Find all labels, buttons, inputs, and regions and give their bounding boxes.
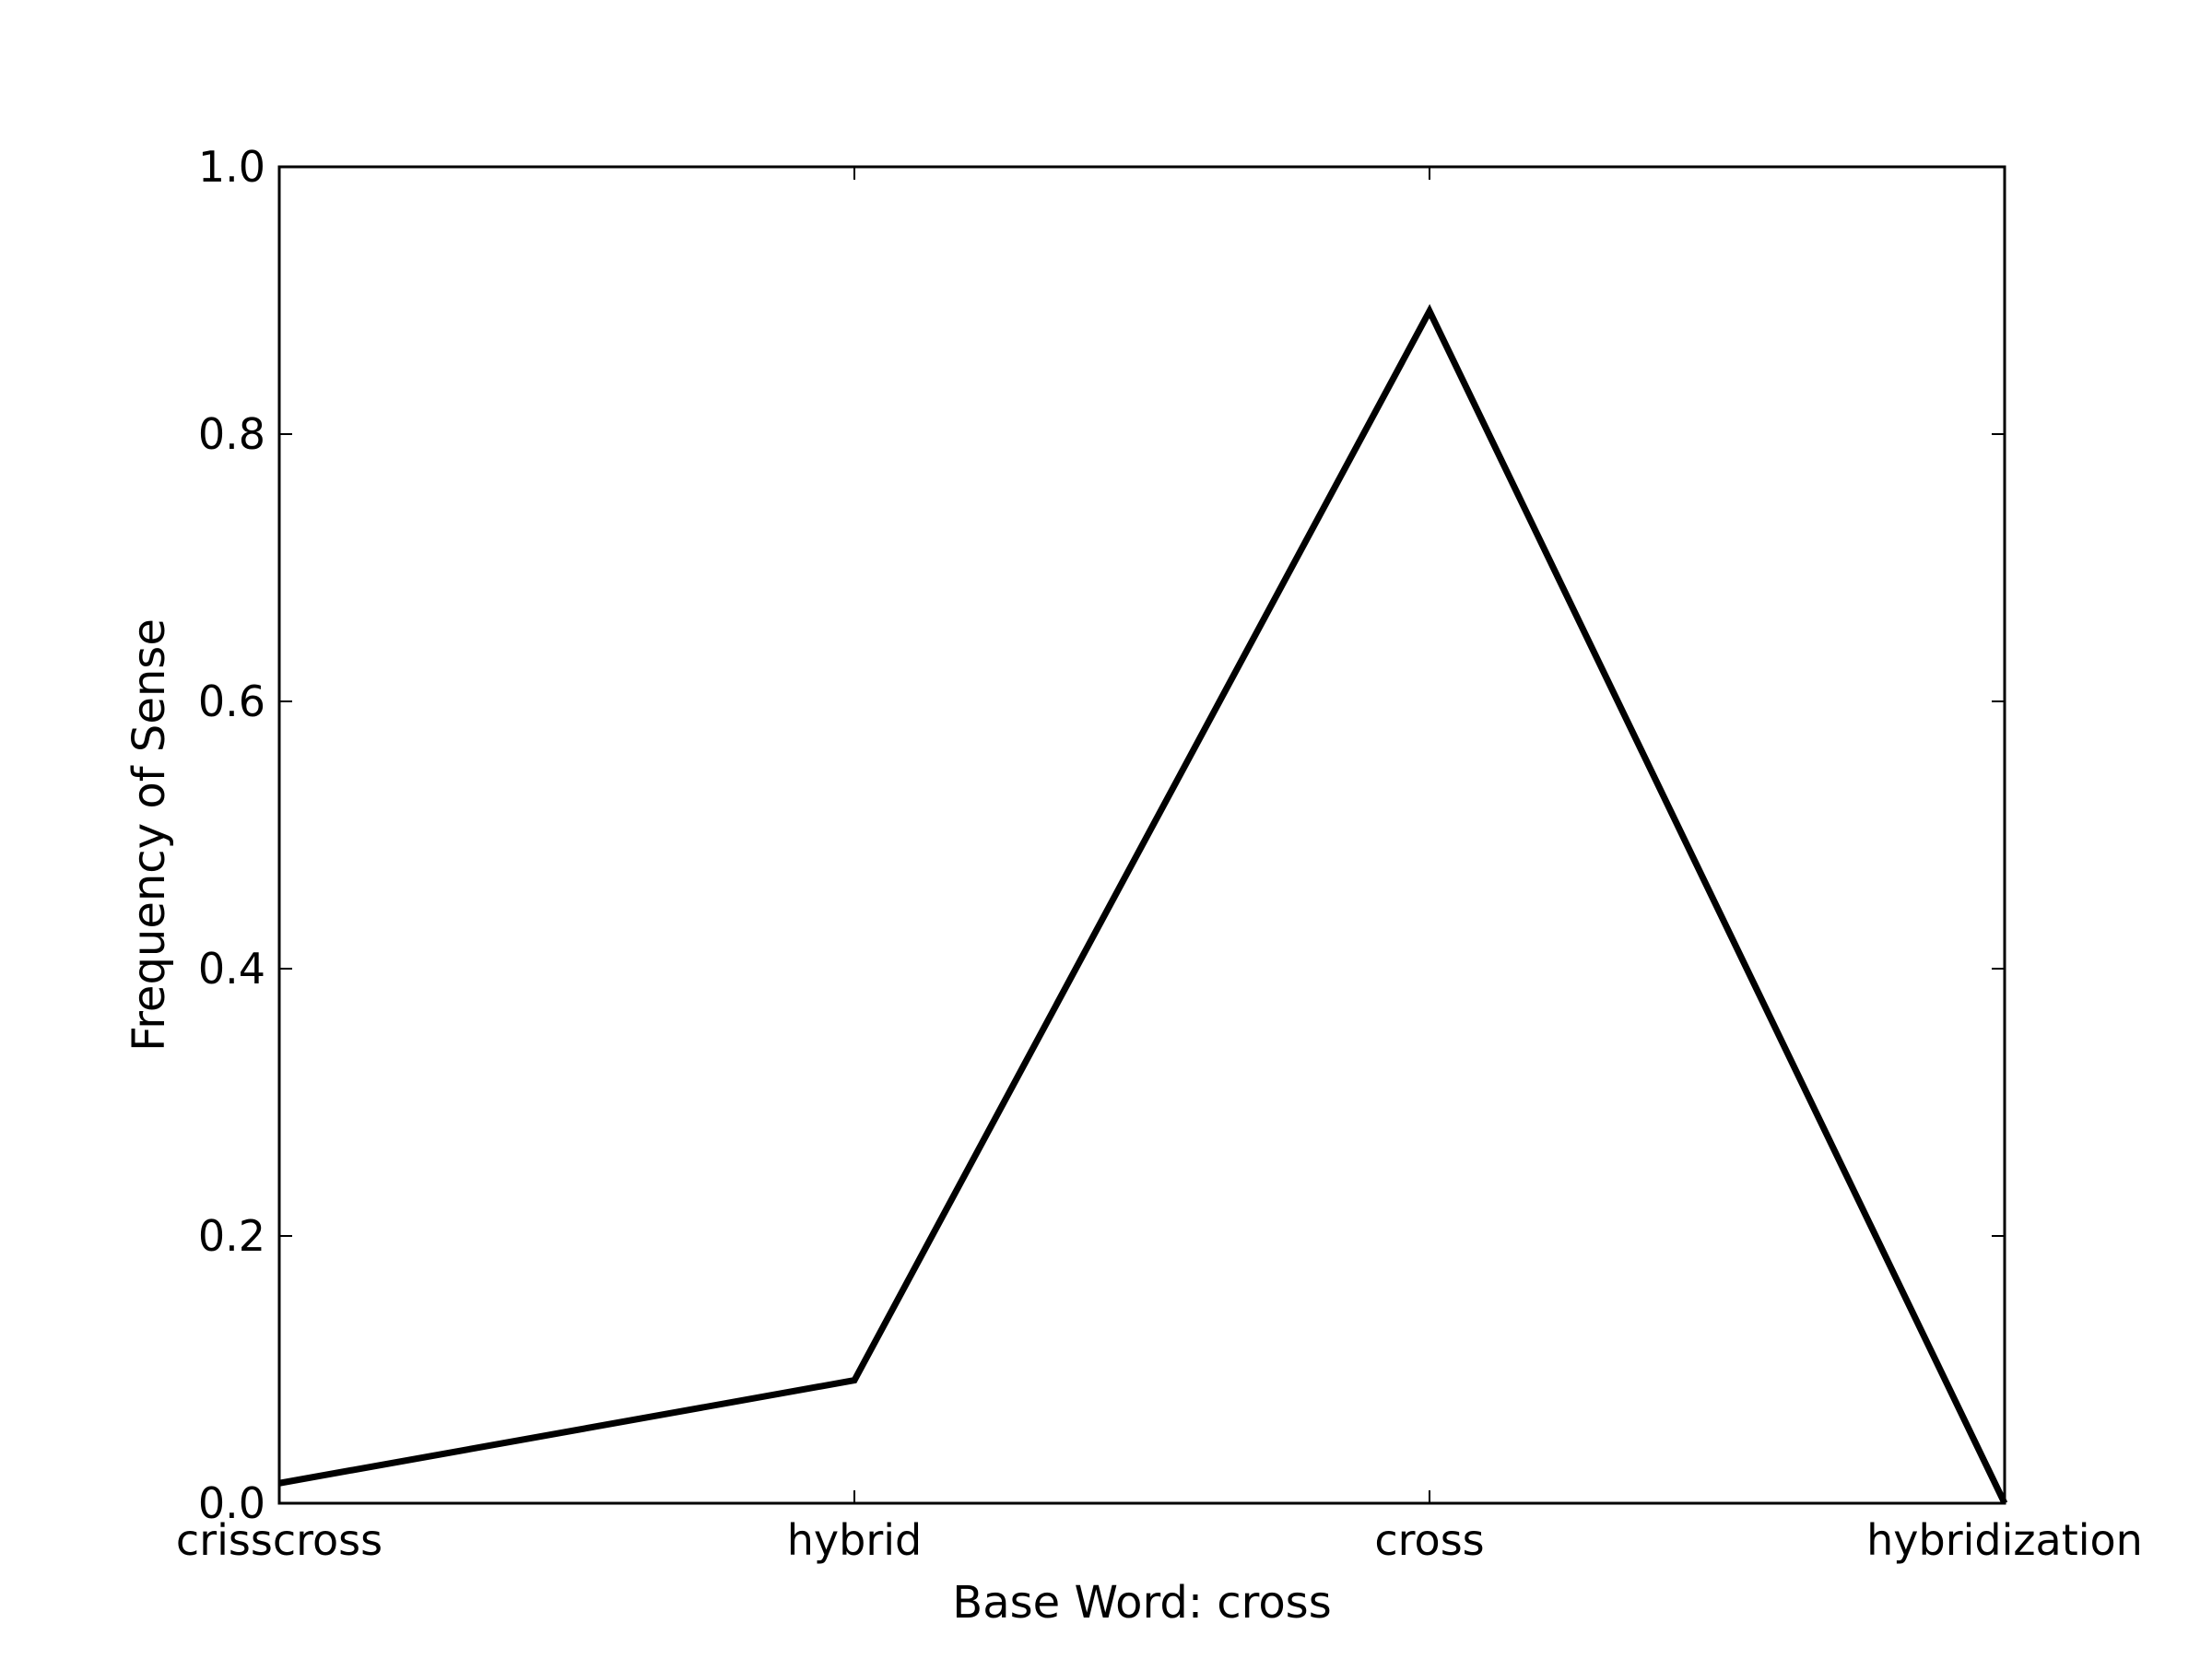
- data-point: [853, 1380, 855, 1382]
- x-axis-label: Base Word: cross: [952, 1577, 1331, 1629]
- x-tick-label: hybridization: [1866, 1515, 2143, 1565]
- y-tick-label: 0.4: [198, 944, 265, 994]
- y-axis-label: Frequency of Sense: [124, 618, 175, 1052]
- y-tick-label: 0.2: [198, 1211, 265, 1261]
- x-tick-label: cross: [1374, 1515, 1484, 1565]
- plot-frame: [277, 165, 2006, 1505]
- y-tick-label: 0.0: [198, 1478, 265, 1528]
- plot-area: [279, 167, 2005, 1503]
- x-tick-label: hybrid: [787, 1515, 922, 1565]
- series-line: [278, 303, 2008, 1505]
- y-tick-label: 0.6: [198, 677, 265, 726]
- y-tick-label: 0.8: [198, 409, 265, 459]
- x-tick-label: crisscross: [176, 1515, 382, 1565]
- y-tick-label: 1.0: [198, 142, 265, 192]
- tick-labels: 0.0 0.2 0.4 0.6 0.8 1.0 crisscross hybrid cross h…: [176, 142, 2143, 1565]
